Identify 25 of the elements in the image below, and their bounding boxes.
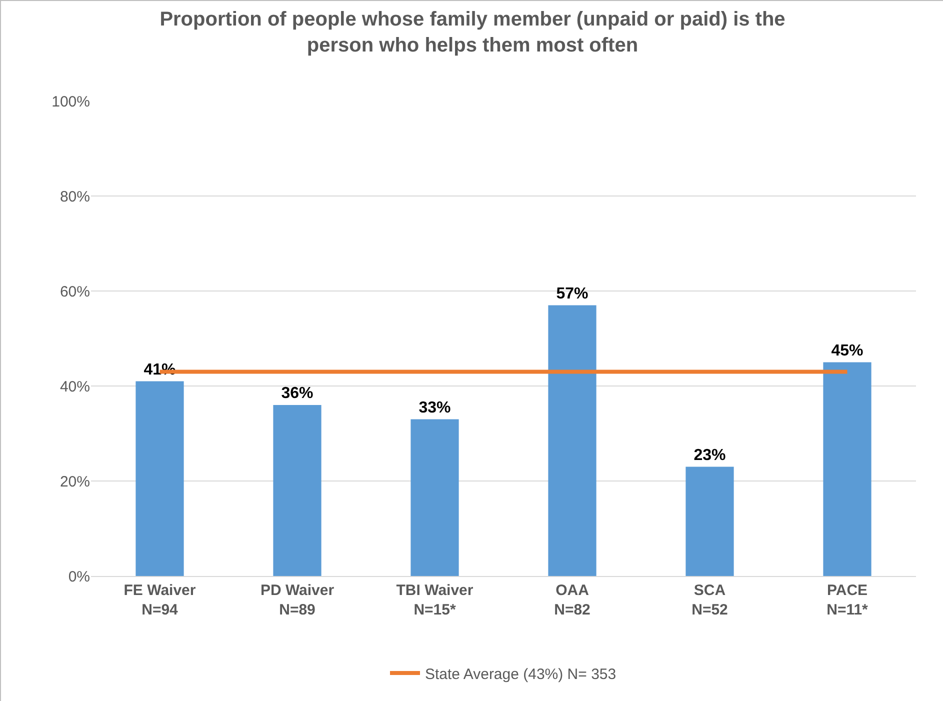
y-tick-label: 0% xyxy=(68,568,90,586)
data-label: 33% xyxy=(418,399,451,416)
bar xyxy=(823,362,872,576)
data-label: 36% xyxy=(281,385,314,402)
x-tick-label: OAA N=82 xyxy=(554,582,590,618)
x-tick-label: PD Waiver N=89 xyxy=(260,582,334,618)
y-tick-label: 100% xyxy=(52,93,90,110)
data-label: 45% xyxy=(831,342,864,360)
data-label: 57% xyxy=(556,285,588,302)
y-tick-label: 40% xyxy=(60,378,90,396)
legend-label: State Average (43%) N= 353 xyxy=(425,666,616,683)
chart-title: Proportion of people whose family member (unpaid or paid) is the person who helps them most often xyxy=(160,8,786,57)
y-tick-label: 80% xyxy=(60,188,90,206)
bar xyxy=(410,419,459,576)
bar xyxy=(548,305,596,576)
bar xyxy=(136,381,184,576)
x-tick-label: TBI Waiver N=15* xyxy=(396,582,474,618)
bar xyxy=(686,466,734,576)
x-tick-label: PACE N=11* xyxy=(826,582,868,618)
y-tick-label: 60% xyxy=(60,283,90,300)
x-tick-label: FE Waiver N=94 xyxy=(124,582,196,618)
data-label: 23% xyxy=(694,446,726,464)
y-tick-label: 20% xyxy=(60,473,90,490)
x-tick-label: SCA N=52 xyxy=(692,582,728,618)
bar xyxy=(273,405,322,576)
